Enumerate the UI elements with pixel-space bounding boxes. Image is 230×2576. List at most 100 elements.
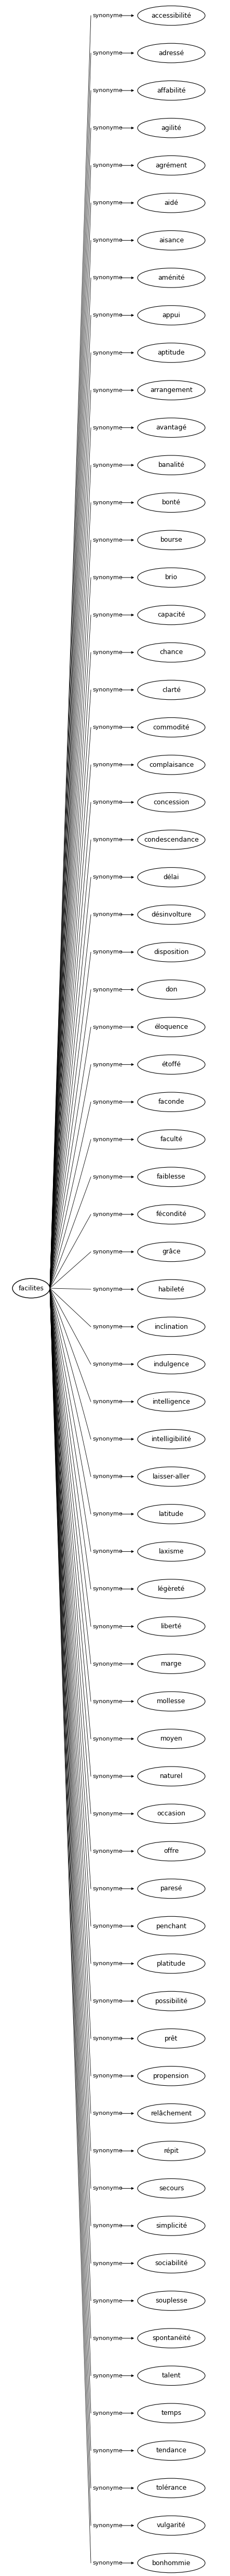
Text: synonyme: synonyme — [92, 1960, 122, 1965]
Ellipse shape — [138, 155, 205, 175]
Text: synonyme: synonyme — [92, 1285, 122, 1293]
Text: répit: répit — [164, 2148, 179, 2154]
Text: synonyme: synonyme — [92, 1999, 122, 2004]
Text: synonyme: synonyme — [92, 1437, 122, 1443]
Text: synonyme: synonyme — [92, 799, 122, 804]
Ellipse shape — [138, 1131, 205, 1149]
Text: liberté: liberté — [161, 1623, 182, 1631]
Ellipse shape — [138, 118, 205, 137]
Text: éloquence: éloquence — [154, 1023, 188, 1030]
Text: propension: propension — [153, 2074, 189, 2079]
Text: synonyme: synonyme — [92, 2298, 122, 2303]
Text: synonyme: synonyme — [92, 1249, 122, 1255]
Text: banalité: banalité — [158, 461, 184, 469]
Text: brio: brio — [165, 574, 178, 582]
Text: synonyme: synonyme — [92, 312, 122, 317]
Text: aidé: aidé — [164, 198, 178, 206]
Text: désinvolture: désinvolture — [151, 912, 191, 917]
Ellipse shape — [138, 829, 205, 850]
Ellipse shape — [138, 1280, 205, 1298]
Ellipse shape — [138, 232, 205, 250]
Text: synonyme: synonyme — [92, 876, 122, 881]
Text: tendance: tendance — [156, 2447, 187, 2455]
Text: synonyme: synonyme — [92, 13, 122, 18]
Ellipse shape — [138, 2254, 205, 2272]
Ellipse shape — [138, 2365, 205, 2385]
Text: synonyme: synonyme — [92, 237, 122, 242]
Text: synonyme: synonyme — [92, 1473, 122, 1479]
Text: synonyme: synonyme — [92, 1363, 122, 1368]
Text: accessibilité: accessibilité — [151, 13, 191, 18]
Text: synonyme: synonyme — [92, 201, 122, 206]
Text: grâce: grâce — [162, 1249, 181, 1255]
Ellipse shape — [138, 1018, 205, 1036]
Text: synonyme: synonyme — [92, 88, 122, 93]
Text: synonyme: synonyme — [92, 1811, 122, 1816]
Ellipse shape — [138, 193, 205, 214]
Ellipse shape — [138, 268, 205, 289]
Text: fécondité: fécondité — [156, 1211, 187, 1218]
Text: bonté: bonté — [162, 500, 181, 505]
Text: synonyme: synonyme — [92, 613, 122, 618]
Text: synonyme: synonyme — [92, 1175, 122, 1180]
Text: penchant: penchant — [156, 1922, 187, 1929]
Text: synonyme: synonyme — [92, 386, 122, 392]
Ellipse shape — [138, 1618, 205, 1636]
Text: synonyme: synonyme — [92, 1512, 122, 1517]
Text: synonyme: synonyme — [92, 912, 122, 917]
Ellipse shape — [138, 1391, 205, 1412]
Text: platitude: platitude — [157, 1960, 186, 1968]
Text: synonyme: synonyme — [92, 1587, 122, 1592]
Ellipse shape — [138, 1728, 205, 1749]
Ellipse shape — [138, 1466, 205, 1486]
Text: concession: concession — [153, 799, 189, 806]
Ellipse shape — [138, 343, 205, 363]
Text: synonyme: synonyme — [92, 1623, 122, 1628]
Text: arrangement: arrangement — [150, 386, 193, 394]
Text: synonyme: synonyme — [92, 1548, 122, 1553]
Ellipse shape — [138, 1206, 205, 1224]
Text: synonyme: synonyme — [92, 1886, 122, 1891]
Text: synonyme: synonyme — [92, 1736, 122, 1741]
Ellipse shape — [138, 2030, 205, 2048]
Text: légèreté: légèreté — [158, 1587, 185, 1592]
Text: synonyme: synonyme — [92, 1211, 122, 1216]
Ellipse shape — [138, 44, 205, 62]
Ellipse shape — [138, 1242, 205, 1262]
Text: synonyme: synonyme — [92, 538, 122, 544]
Text: affabilité: affabilité — [157, 88, 186, 93]
Ellipse shape — [138, 456, 205, 474]
Ellipse shape — [138, 531, 205, 549]
Ellipse shape — [138, 2517, 205, 2535]
Text: synonyme: synonyme — [92, 2336, 122, 2342]
Ellipse shape — [138, 80, 205, 100]
Text: condescendance: condescendance — [144, 837, 199, 842]
Ellipse shape — [138, 2105, 205, 2123]
Text: inclination: inclination — [155, 1324, 188, 1329]
Text: sociabilité: sociabilité — [155, 2259, 188, 2267]
Text: appui: appui — [162, 312, 180, 319]
Text: synonyme: synonyme — [92, 2262, 122, 2267]
Text: synonyme: synonyme — [92, 425, 122, 430]
Ellipse shape — [138, 1054, 205, 1074]
Text: disposition: disposition — [154, 948, 189, 956]
Text: commodité: commodité — [153, 724, 190, 732]
Ellipse shape — [138, 2290, 205, 2311]
Text: faculté: faculté — [160, 1136, 183, 1144]
Text: synonyme: synonyme — [92, 2223, 122, 2228]
Text: synonyme: synonyme — [92, 1662, 122, 1667]
Text: synonyme: synonyme — [92, 1025, 122, 1030]
Text: agilité: agilité — [161, 124, 181, 131]
Text: synonyme: synonyme — [92, 1399, 122, 1404]
Ellipse shape — [138, 1878, 205, 1899]
Ellipse shape — [138, 2141, 205, 2161]
Text: synonyme: synonyme — [92, 2035, 122, 2040]
Text: synonyme: synonyme — [92, 2447, 122, 2452]
Text: offre: offre — [164, 1847, 179, 1855]
Text: synonyme: synonyme — [92, 1924, 122, 1929]
Text: aisance: aisance — [159, 237, 184, 245]
Ellipse shape — [138, 1953, 205, 1973]
Ellipse shape — [138, 2478, 205, 2499]
Text: délai: délai — [163, 873, 179, 881]
Text: synonyme: synonyme — [92, 2148, 122, 2154]
